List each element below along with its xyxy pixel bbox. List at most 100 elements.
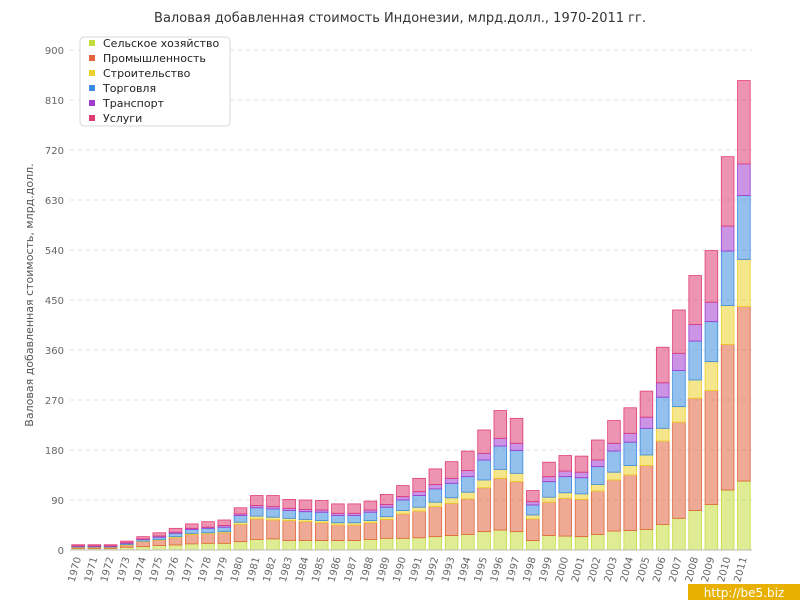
y-tick-label: 810: [45, 96, 64, 107]
bars: [71, 80, 751, 551]
bar-segment: [542, 481, 556, 498]
y-axis-label: Валовая добавленная стоимость, млрд.долл…: [23, 163, 36, 426]
bar-segment: [591, 484, 605, 492]
bar-segment: [737, 195, 751, 260]
bar-segment: [233, 507, 248, 515]
bar-segment: [672, 421, 686, 519]
x-tick-label: 1973: [115, 556, 132, 583]
bar-segment: [639, 390, 654, 418]
x-tick-label: 1978: [197, 556, 214, 583]
x-tick-label: 1995: [473, 556, 490, 583]
x-tick-label: 1993: [440, 556, 457, 583]
bar-segment: [233, 524, 248, 543]
bar-segment: [396, 513, 410, 539]
legend-item-label: Сельское хозяйство: [103, 37, 219, 50]
bar-segment: [331, 524, 345, 541]
bar-segment: [136, 541, 150, 548]
bar-segment: [185, 534, 199, 545]
bar-segment: [298, 521, 313, 541]
bar-segment: [428, 468, 443, 485]
bar-segment: [607, 471, 621, 481]
y-tick-label: 90: [51, 496, 64, 507]
bar-segment: [688, 275, 702, 325]
bar-segment: [558, 476, 572, 494]
bar-segment: [347, 503, 361, 514]
bar-segment: [526, 514, 540, 520]
bar-segment: [331, 540, 345, 551]
bar-segment: [347, 524, 361, 541]
bar-segment: [250, 518, 264, 540]
bar-segment: [103, 544, 118, 547]
bar-segment: [591, 466, 605, 485]
legend-item-label: Строительство: [103, 67, 191, 80]
bar-segment: [461, 491, 475, 500]
x-tick-label: 1971: [83, 556, 100, 583]
x-tick-label: 1980: [229, 556, 246, 583]
bar-segment: [396, 510, 410, 515]
bar-segment: [282, 510, 296, 519]
bar-segment: [314, 540, 329, 551]
bar-segment: [152, 545, 167, 551]
x-tick-label: 2011: [733, 556, 750, 583]
bar-segment: [639, 529, 654, 551]
x-tick-label: 2006: [651, 556, 668, 583]
bar-segment: [444, 461, 459, 479]
legend-swatch: [89, 55, 95, 61]
bar-segment: [737, 163, 751, 196]
bar-segment: [136, 536, 150, 540]
bar-segment: [250, 507, 264, 517]
x-tick-label: 1998: [521, 556, 538, 583]
bar-segment: [542, 501, 556, 536]
bar-segment: [363, 539, 378, 551]
bar-segment: [250, 495, 264, 506]
watermark-text: http://be5.biz: [704, 586, 784, 600]
bar-segment: [704, 504, 719, 551]
bar-segment: [87, 544, 102, 547]
bar-segment: [444, 477, 459, 484]
bar-segment: [168, 527, 183, 533]
bar-segment: [152, 539, 167, 546]
bar-segment: [509, 450, 524, 474]
bar-segment: [688, 324, 702, 342]
x-tick-label: 2010: [716, 556, 733, 583]
bar-segment: [379, 504, 394, 508]
bar-segment: [396, 537, 410, 551]
bar-segment: [542, 461, 556, 478]
bar-segment: [428, 536, 443, 551]
bar-segment: [542, 476, 556, 483]
bar-segment: [493, 469, 508, 479]
bar-segment: [542, 535, 556, 551]
bar-segment: [282, 499, 296, 509]
bar-segment: [168, 532, 183, 538]
bar-segment: [444, 502, 459, 536]
bar-segment: [379, 516, 394, 520]
bar-segment: [623, 432, 637, 443]
bar-segment: [688, 340, 702, 381]
bar-segment: [233, 515, 248, 523]
bar-segment: [201, 521, 215, 528]
bar-segment: [623, 465, 637, 476]
bar-segment: [363, 522, 378, 540]
bar-segment: [298, 540, 313, 551]
bar-segment: [720, 489, 735, 551]
bar-segment: [396, 499, 410, 511]
bar-segment: [493, 410, 508, 439]
bar-segment: [526, 518, 540, 541]
x-tick-label: 2000: [554, 556, 571, 583]
bar-segment: [720, 305, 735, 345]
bar-segment: [217, 519, 231, 526]
bar-segment: [493, 437, 508, 447]
legend-item-label: Услуги: [103, 112, 142, 125]
legend-swatch: [89, 115, 95, 121]
bar-segment: [477, 452, 491, 461]
bar-segment: [623, 441, 637, 466]
x-tick-label: 1992: [424, 556, 441, 583]
bar-segment: [250, 515, 264, 520]
bar-segment: [266, 519, 280, 540]
bar-segment: [444, 482, 459, 499]
bar-segment: [314, 511, 329, 521]
bar-segment: [379, 519, 394, 539]
x-tick-label: 1988: [359, 556, 376, 583]
legend-box: [79, 36, 231, 127]
bar-segment: [558, 470, 572, 478]
